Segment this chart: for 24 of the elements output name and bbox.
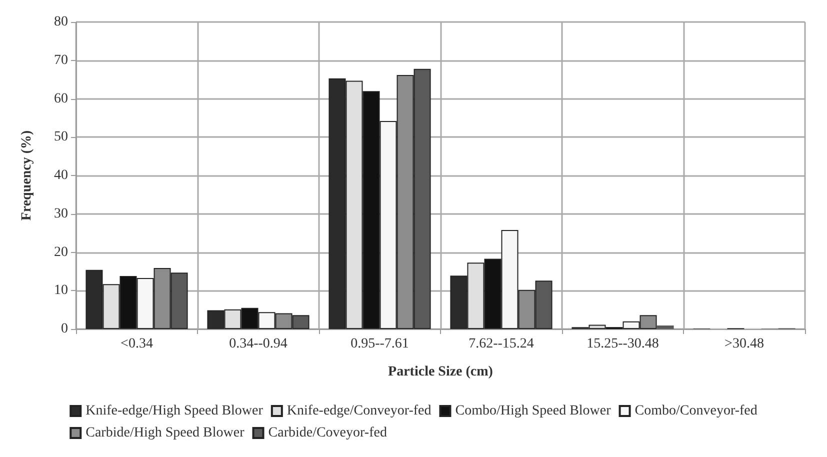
x-tick-label: 7.62--15.24	[468, 336, 534, 352]
y-tick-label: 0	[61, 322, 68, 336]
x-axis-title: Particle Size (cm)	[388, 364, 494, 380]
y-tick-label: 40	[54, 168, 68, 183]
legend-label: Combo/High Speed Blower	[455, 404, 612, 418]
bar	[656, 326, 674, 329]
x-tick-label: 0.34--0.94	[229, 336, 288, 352]
legend-label: Carbide/Coveyor-fed	[268, 426, 387, 440]
y-tick-label: 10	[54, 283, 68, 298]
legend-label: Combo/Conveyor-fed	[634, 404, 758, 418]
y-tick-label: 80	[54, 14, 68, 30]
y-tick-label: 30	[54, 206, 68, 222]
x-tick-label: 15.25--30.48	[586, 336, 659, 352]
legend-label: Knife-edge/Conveyor-fed	[286, 404, 432, 418]
x-tick-label: <0.34	[120, 336, 153, 352]
y-tick-label: 20	[54, 244, 68, 260]
y-tick-label: 70	[54, 52, 68, 68]
y-tick-label: 60	[54, 91, 68, 106]
legend-label: Knife-edge/High Speed Blower	[86, 404, 264, 418]
y-axis-title: Frequency (%)	[20, 130, 34, 221]
legend-label: Carbide/High Speed Blower	[86, 426, 245, 440]
y-tick-label: 50	[54, 130, 68, 145]
x-tick-label: >30.48	[724, 336, 764, 352]
x-tick-label: 0.95--7.61	[350, 336, 409, 352]
